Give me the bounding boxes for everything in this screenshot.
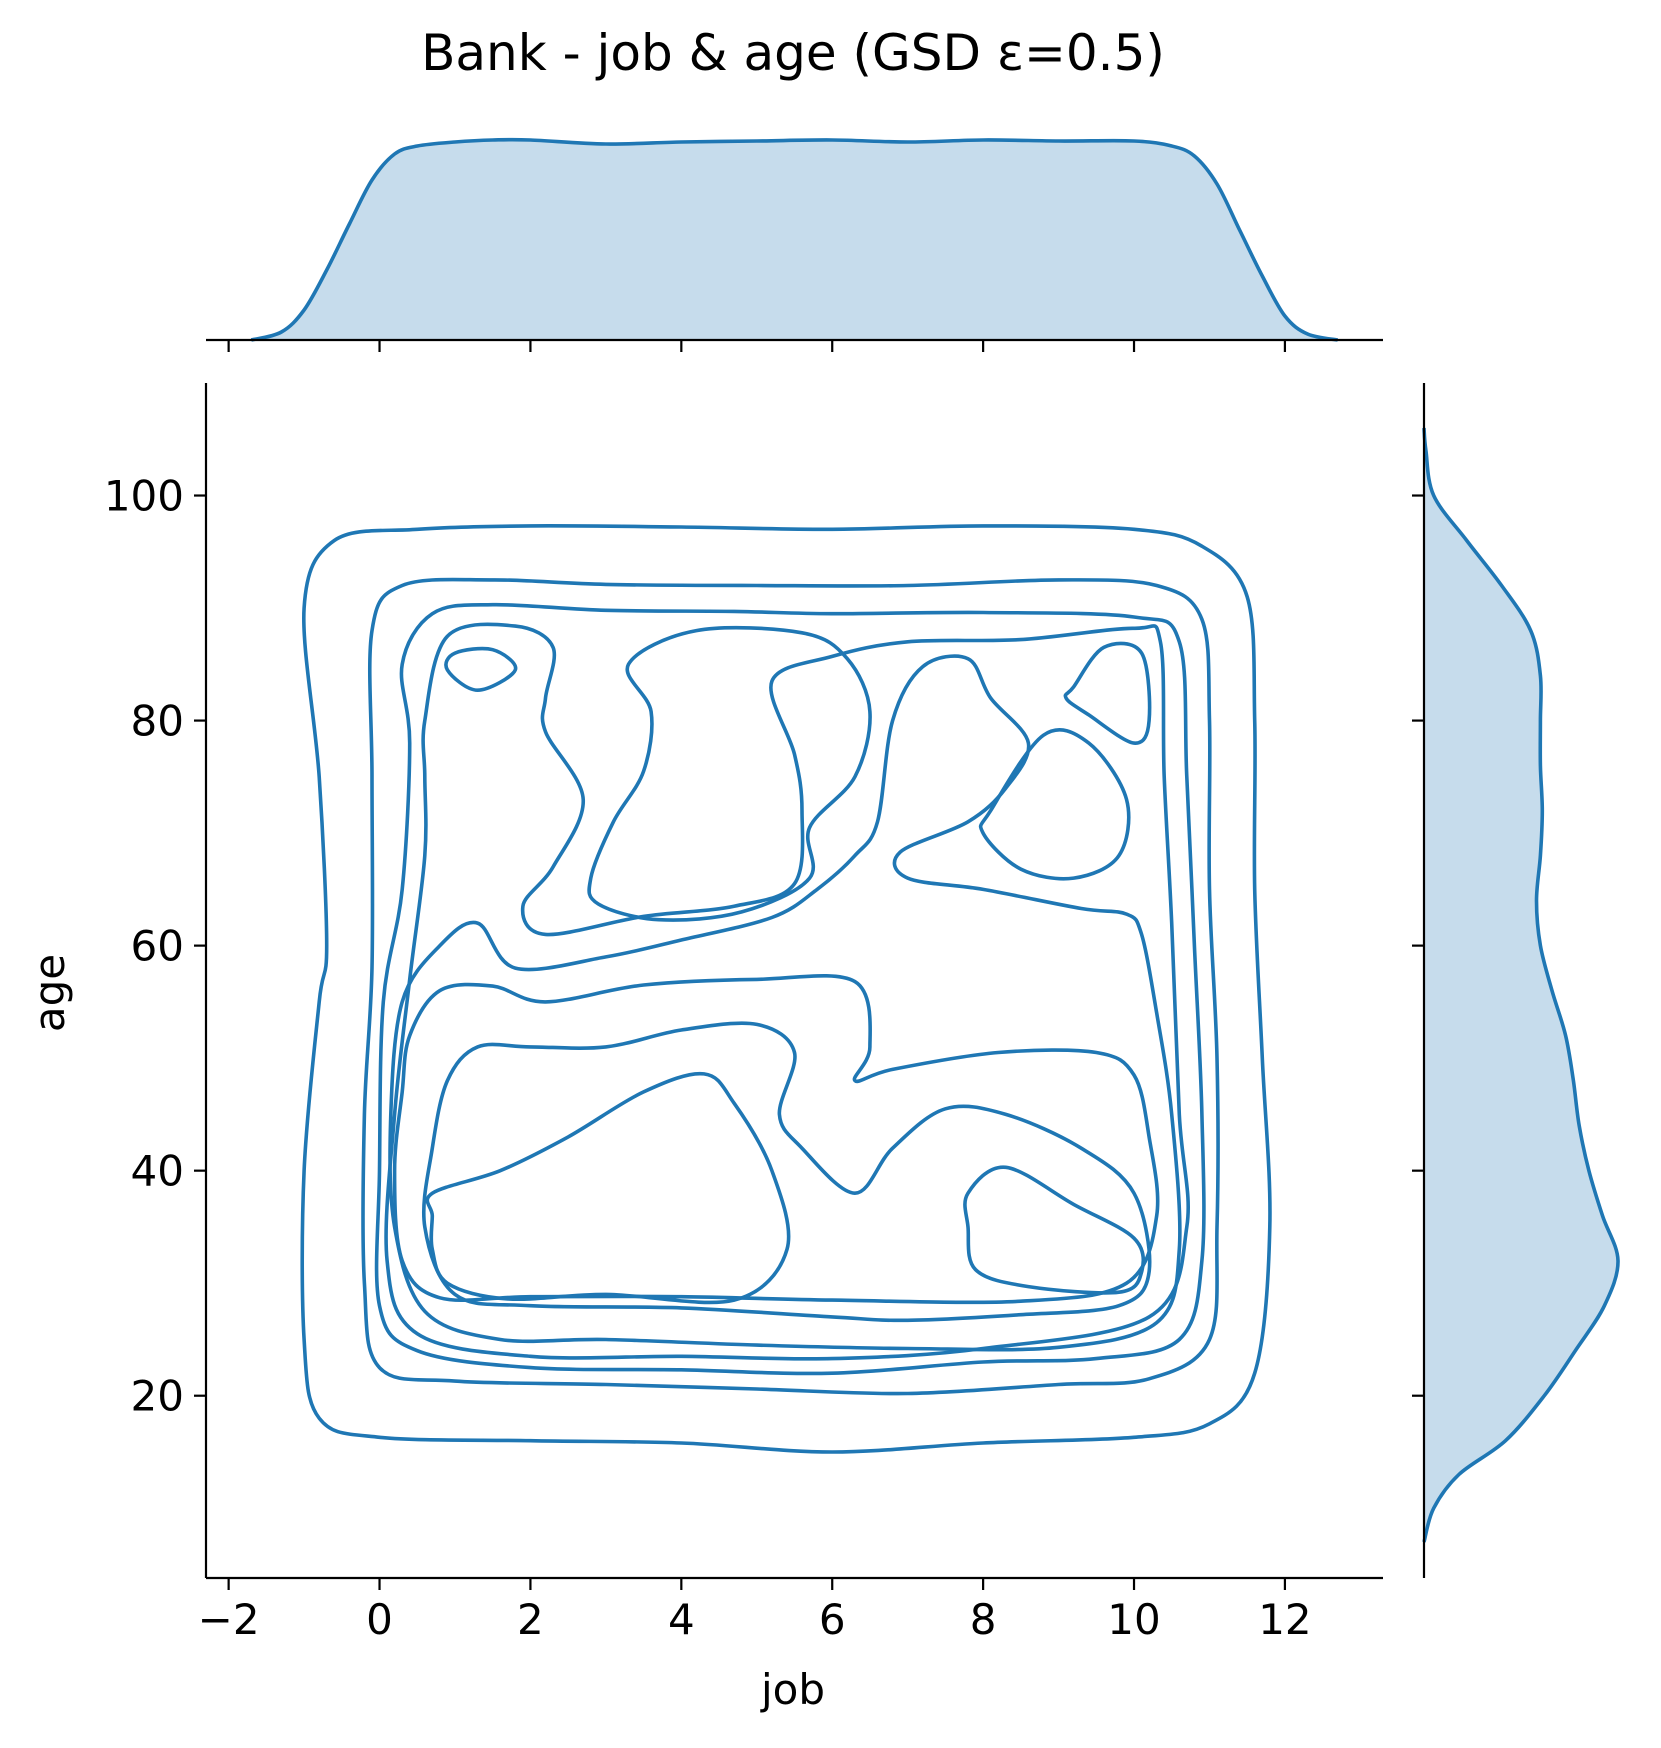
- contour-line-7: [421, 1021, 1152, 1323]
- contour-line-12: [978, 728, 1131, 881]
- marginal-x-curve: [250, 137, 1339, 342]
- contour-line-4: [384, 622, 1191, 1361]
- contour-line-13: [587, 625, 872, 922]
- contour-line-10: [444, 646, 518, 692]
- x-tick-label: 6: [819, 1595, 846, 1644]
- contour-line-6: [392, 974, 1160, 1305]
- y-tick-label: 60: [131, 922, 184, 971]
- contour-line-1: [300, 524, 1272, 1454]
- x-tick-label: 12: [1258, 1595, 1311, 1644]
- axes: −2 0 2 4 6 8 10 12 20 40 60 80 100: [104, 338, 1426, 1644]
- chart-title: Bank - job & age (GSD ε=0.5): [421, 24, 1165, 82]
- x-tick-label: 4: [668, 1595, 695, 1644]
- x-tick-label: 2: [517, 1595, 544, 1644]
- contour-line-5: [388, 654, 1182, 1352]
- x-tick-label: 8: [970, 1595, 997, 1644]
- contour-line-11: [1063, 641, 1152, 745]
- y-tick-label: 40: [131, 1147, 184, 1196]
- contour-line-3: [374, 602, 1206, 1376]
- x-tick-label: 0: [366, 1595, 393, 1644]
- y-tick-label: 20: [131, 1372, 184, 1421]
- x-tick-label: 10: [1107, 1595, 1160, 1644]
- marginal-y-fill: [1424, 428, 1619, 1542]
- contour-line-8: [425, 1071, 791, 1305]
- marginal-y-curve: [1422, 427, 1620, 1543]
- marginal-x-density: [250, 137, 1339, 342]
- y-tick-label: 80: [131, 697, 184, 746]
- marginal-y-density: [1422, 427, 1620, 1543]
- marginal-x-fill: [251, 139, 1338, 340]
- x-tick-label: −2: [198, 1595, 260, 1644]
- y-axis-label: age: [25, 954, 74, 1032]
- y-tick-label: 100: [104, 472, 184, 521]
- joint-density-contours: [300, 524, 1272, 1454]
- x-axis-label: job: [760, 1665, 825, 1714]
- contour-line-9: [963, 1165, 1146, 1295]
- contour-line-2: [361, 577, 1220, 1396]
